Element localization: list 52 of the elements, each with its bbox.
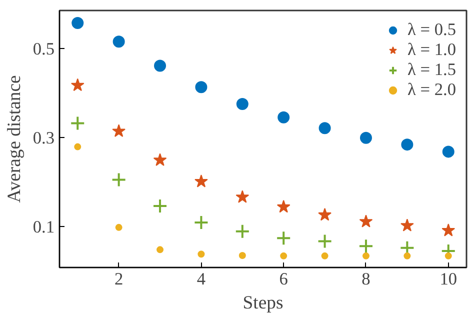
point [276, 200, 290, 213]
point [194, 174, 208, 188]
point [72, 16, 84, 29]
x-tick-label: 10 [440, 270, 458, 288]
point [404, 252, 411, 260]
x-tick-label: 2 [114, 270, 124, 288]
point [152, 198, 168, 214]
point [194, 215, 209, 230]
legend-label: λ = 0.5 [408, 20, 456, 40]
point [362, 252, 370, 260]
point [74, 143, 82, 150]
point [236, 190, 250, 203]
point [234, 224, 250, 239]
point [400, 218, 414, 232]
point [360, 132, 372, 144]
x-tick-label: 4 [196, 270, 206, 288]
x-tick-label: 8 [362, 270, 370, 288]
point [318, 122, 331, 134]
y-tick-label: 0.5 [32, 39, 55, 58]
point [359, 214, 373, 228]
point [442, 224, 456, 236]
point [276, 230, 292, 246]
point [442, 146, 454, 158]
point [112, 36, 125, 48]
point [444, 252, 452, 260]
point [153, 153, 167, 166]
point [115, 224, 122, 231]
point [195, 81, 208, 94]
point [358, 238, 374, 254]
point [280, 252, 288, 260]
x-axis-title: Steps [242, 292, 284, 314]
point [238, 252, 246, 259]
point [70, 116, 86, 131]
point [401, 138, 414, 151]
point [321, 252, 328, 260]
legend-label: λ = 1.0 [408, 40, 456, 60]
point [156, 246, 164, 254]
y-tick-label: 0.3 [32, 128, 55, 148]
point [111, 172, 126, 188]
point [318, 208, 332, 221]
y-tick-label: 0.1 [32, 218, 55, 237]
x-tick-label: 6 [279, 270, 288, 288]
point [236, 98, 248, 110]
point [70, 78, 84, 92]
legend-label: λ = 2.0 [408, 80, 456, 100]
legend-label: λ = 1.5 [408, 60, 456, 80]
point [198, 250, 205, 258]
y-axis-title: Average distance [4, 75, 25, 203]
point [317, 234, 332, 249]
point [112, 124, 126, 137]
point [154, 60, 166, 72]
point [278, 111, 290, 124]
